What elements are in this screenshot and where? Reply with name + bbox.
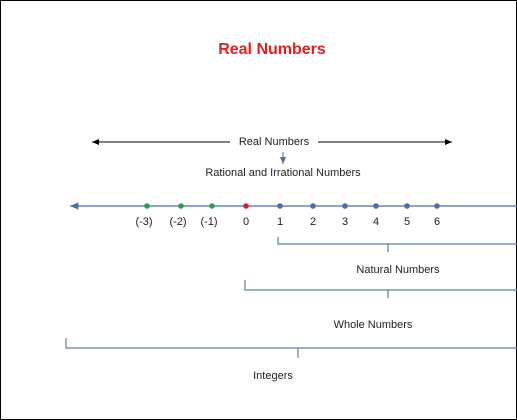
- point-label: (-2): [169, 216, 186, 228]
- point-label: 2: [310, 216, 316, 228]
- point-label: 1: [277, 216, 283, 228]
- point: [209, 203, 215, 209]
- point: [404, 203, 410, 209]
- point-label: (-3): [135, 216, 152, 228]
- integers-bracket: [65, 338, 517, 358]
- point-label: 5: [404, 216, 410, 228]
- bracket-label: Whole Numbers: [334, 319, 413, 331]
- bracket-label: Integers: [253, 370, 293, 382]
- point-label: (-1): [200, 216, 217, 228]
- point-label: 0: [243, 216, 249, 228]
- sub-label: Rational and Irrational Numbers: [205, 167, 361, 179]
- whole-bracket: [244, 280, 517, 298]
- point: [342, 203, 348, 209]
- point: [144, 203, 150, 209]
- title: Real Numbers: [218, 41, 326, 58]
- real-label: Real Numbers: [239, 136, 310, 148]
- point-label: 4: [373, 216, 379, 228]
- point: [178, 203, 184, 209]
- point-label: 6: [434, 216, 440, 228]
- natural-bracket: [277, 237, 517, 252]
- point: [243, 203, 249, 209]
- point: [373, 203, 379, 209]
- bracket-label: Natural Numbers: [356, 264, 440, 276]
- point-label: 3: [342, 216, 348, 228]
- point: [434, 203, 440, 209]
- point: [277, 203, 283, 209]
- point: [310, 203, 316, 209]
